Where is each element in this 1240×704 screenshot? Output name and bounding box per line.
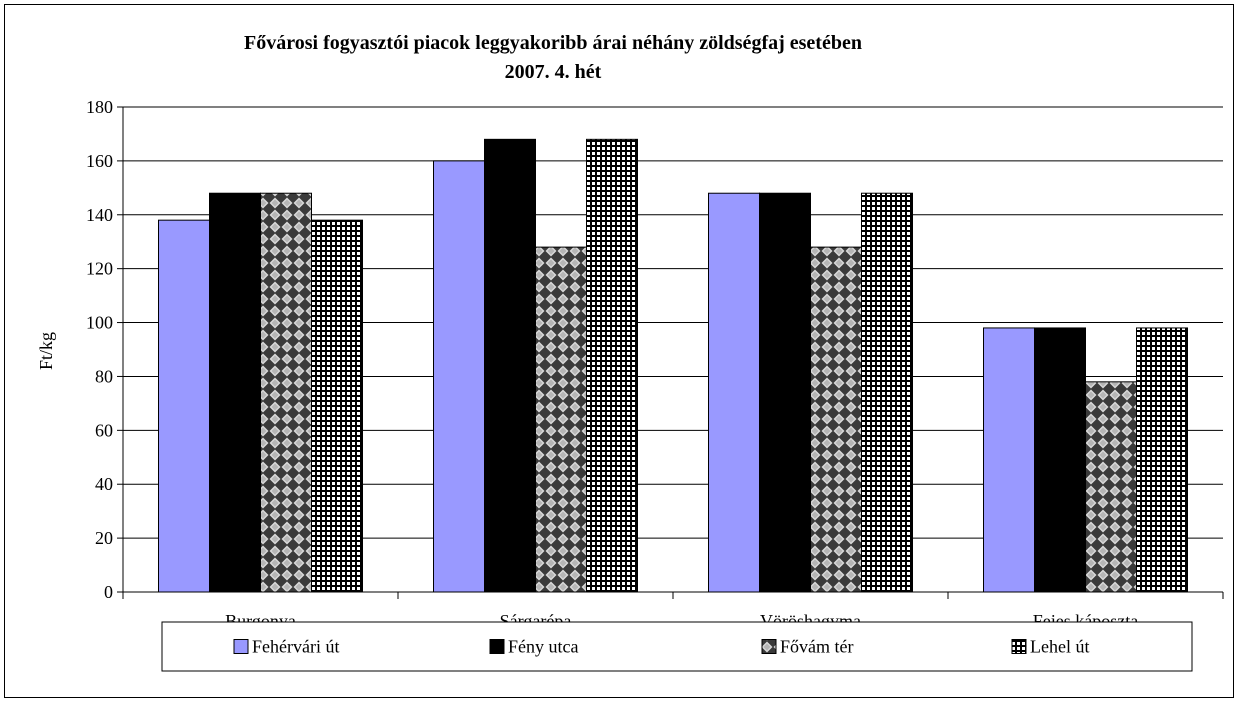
bar [983, 327, 1035, 593]
y-tick-label: 40 [95, 474, 113, 494]
legend-label: Lehel út [1030, 637, 1089, 657]
bar [759, 192, 811, 593]
legend-swatch [761, 639, 777, 654]
bar [1136, 327, 1188, 593]
y-tick-label: 180 [86, 97, 113, 117]
bar [810, 246, 862, 593]
bar [433, 160, 485, 593]
bar [708, 192, 760, 593]
legend-swatch [1011, 639, 1027, 654]
bar [1085, 381, 1137, 593]
bars [158, 138, 1188, 593]
y-tick-label: 80 [95, 366, 113, 386]
chart-subtitle: 2007. 4. hét [505, 61, 602, 83]
legend-label: Fehérvári út [252, 637, 339, 657]
y-tick-label: 120 [86, 259, 113, 279]
legend-swatch [489, 639, 505, 654]
y-tick-label: 140 [86, 205, 113, 225]
bar [158, 219, 210, 593]
y-axis-label: Ft/kg [36, 332, 56, 370]
bar [484, 138, 536, 593]
bar [1034, 327, 1086, 593]
y-tick-label: 60 [95, 420, 113, 440]
legend: Fehérvári út Fény utca Fővám tér Lehel út [161, 621, 1193, 672]
bar [586, 138, 638, 593]
bar-chart: Fővárosi fogyasztói piacok leggyakoribb … [36, 32, 1224, 672]
y-tick-label: 20 [95, 528, 113, 548]
legend-label: Fény utca [508, 637, 578, 657]
y-tick-label: 160 [86, 151, 113, 171]
chart-frame: Fővárosi fogyasztói piacok leggyakoribb … [4, 4, 1234, 698]
y-tick-label: 0 [104, 582, 113, 602]
y-tick-label: 100 [86, 313, 113, 333]
bar [260, 192, 312, 593]
chart-title: Fővárosi fogyasztói piacok leggyakoribb … [244, 32, 862, 54]
legend-label: Fővám tér [780, 637, 854, 657]
bar [209, 192, 261, 593]
bar [311, 219, 363, 593]
bar [861, 192, 913, 593]
legend-swatch [233, 639, 249, 654]
bar [535, 246, 587, 593]
